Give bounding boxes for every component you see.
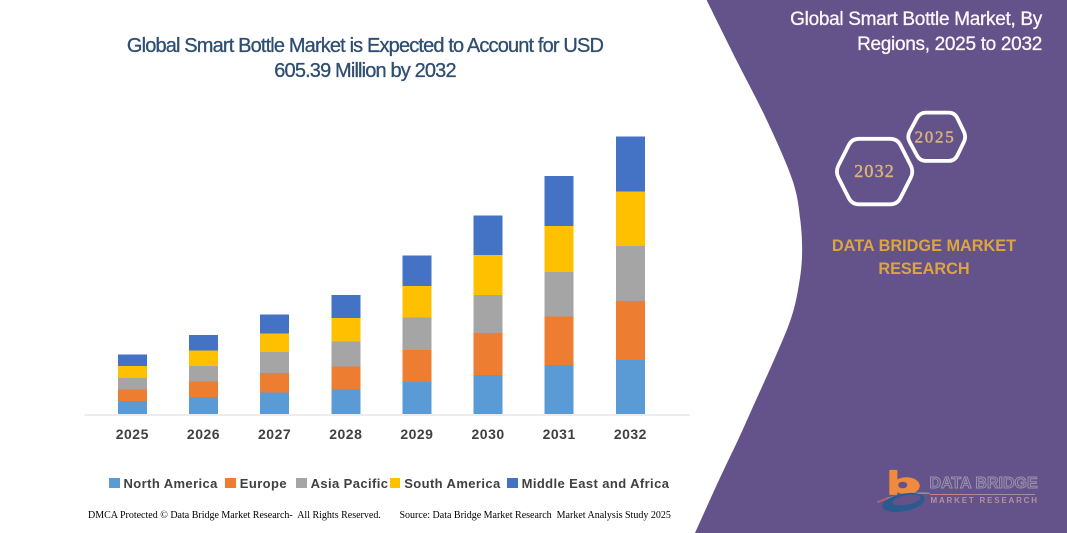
svg-text:2025: 2025 xyxy=(915,128,956,147)
svg-text:2032: 2032 xyxy=(854,161,895,181)
